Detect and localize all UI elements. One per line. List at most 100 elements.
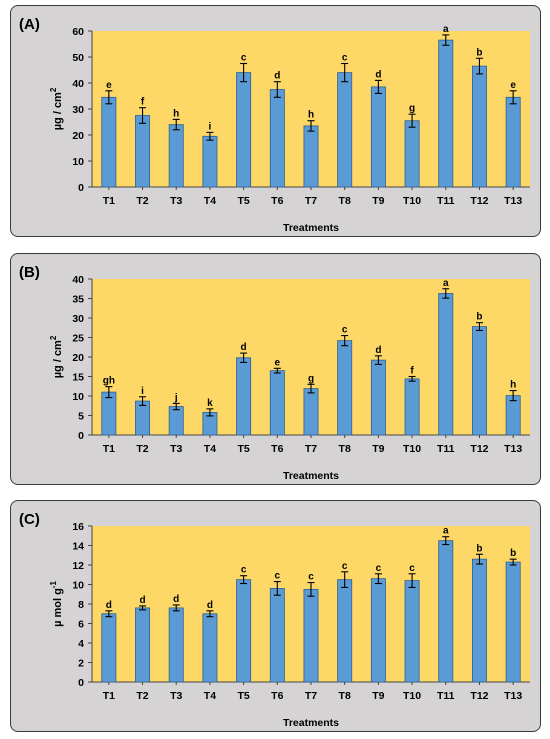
x-tick-label: T13 bbox=[504, 690, 522, 702]
significance-letter: b bbox=[476, 47, 482, 58]
x-tick-label: T2 bbox=[136, 195, 148, 207]
significance-letter: e bbox=[106, 80, 112, 91]
x-tick-label: T3 bbox=[170, 195, 182, 207]
y-tick-label: 30 bbox=[72, 313, 84, 325]
x-tick-label: T8 bbox=[339, 443, 351, 455]
significance-letter: b bbox=[476, 312, 482, 323]
bar bbox=[101, 613, 117, 683]
y-tick-label: 20 bbox=[72, 352, 84, 364]
x-tick-label: T11 bbox=[437, 195, 455, 207]
significance-letter: a bbox=[443, 278, 449, 289]
x-tick-label: T9 bbox=[372, 443, 384, 455]
bar bbox=[236, 579, 252, 683]
x-tick-label: T2 bbox=[136, 443, 148, 455]
x-tick-label: T1 bbox=[103, 690, 115, 702]
y-tick-label: 50 bbox=[72, 52, 84, 64]
bar bbox=[370, 578, 386, 683]
x-axis-label: Treatments bbox=[283, 717, 339, 729]
bar bbox=[337, 72, 353, 188]
x-tick-label: T12 bbox=[470, 690, 488, 702]
y-tick-label: 12 bbox=[72, 560, 84, 572]
bar bbox=[135, 400, 151, 436]
bar bbox=[269, 588, 285, 683]
chart-panel-a: (A) 0 10 20 30 40 50 60 e T1 f T2 h T3 i T4 c T5 d T6 h T7 c T… bbox=[10, 5, 541, 237]
x-tick-label: T11 bbox=[437, 443, 455, 455]
x-tick-label: T4 bbox=[204, 690, 216, 702]
x-tick-label: T3 bbox=[170, 690, 182, 702]
significance-letter: c bbox=[275, 571, 281, 582]
bar bbox=[471, 65, 487, 188]
significance-letter: d bbox=[173, 594, 179, 605]
x-tick-label: T10 bbox=[403, 690, 421, 702]
x-tick-label: T1 bbox=[103, 443, 115, 455]
significance-letter: d bbox=[375, 69, 381, 80]
x-tick-label: T10 bbox=[403, 443, 421, 455]
x-tick-label: T10 bbox=[403, 195, 421, 207]
x-tick-label: T6 bbox=[271, 690, 283, 702]
significance-letter: h bbox=[173, 108, 179, 119]
x-tick-label: T9 bbox=[372, 690, 384, 702]
significance-letter: d bbox=[241, 342, 247, 353]
bar bbox=[135, 115, 151, 188]
x-tick-label: T4 bbox=[204, 195, 216, 207]
bar bbox=[337, 579, 353, 683]
significance-letter: f bbox=[141, 97, 145, 108]
bar bbox=[438, 39, 454, 188]
x-tick-label: T12 bbox=[470, 195, 488, 207]
x-tick-label: T4 bbox=[204, 443, 216, 455]
significance-letter: gh bbox=[103, 376, 115, 387]
y-tick-label: 30 bbox=[72, 104, 84, 116]
x-tick-label: T5 bbox=[237, 690, 249, 702]
significance-letter: d bbox=[139, 595, 145, 606]
chart-panel-c: (C) 0 2 4 6 8 10 12 14 16 d T1 d T2 d T3 d T4 c T5 c T6 c T7 c T… bbox=[10, 500, 541, 732]
y-tick-label: 4 bbox=[78, 638, 84, 650]
bar bbox=[404, 580, 420, 683]
y-tick-label: 5 bbox=[78, 411, 84, 423]
y-tick-label: 35 bbox=[72, 294, 84, 306]
x-tick-label: T6 bbox=[271, 195, 283, 207]
y-tick-label: 2 bbox=[78, 658, 84, 670]
bar bbox=[438, 293, 454, 436]
bar bbox=[101, 391, 117, 436]
bar bbox=[269, 89, 285, 188]
significance-letter: c bbox=[409, 563, 415, 574]
bar bbox=[202, 613, 218, 683]
x-tick-label: T11 bbox=[437, 690, 455, 702]
panel-label: (A) bbox=[19, 16, 40, 33]
x-tick-label: T1 bbox=[103, 195, 115, 207]
bar bbox=[337, 340, 353, 436]
bar bbox=[236, 72, 252, 188]
y-tick-label: 20 bbox=[72, 130, 84, 142]
x-tick-label: T13 bbox=[504, 195, 522, 207]
bar bbox=[370, 86, 386, 188]
bar bbox=[236, 357, 252, 436]
y-tick-label: 8 bbox=[78, 599, 84, 611]
y-tick-label: 0 bbox=[78, 430, 84, 442]
significance-letter: g bbox=[308, 373, 314, 384]
significance-letter: g bbox=[409, 103, 415, 114]
significance-letter: f bbox=[410, 366, 414, 377]
bar bbox=[505, 561, 521, 683]
x-tick-label: T5 bbox=[237, 443, 249, 455]
y-tick-label: 10 bbox=[72, 391, 84, 403]
bar bbox=[303, 125, 319, 188]
y-tick-label: 25 bbox=[72, 333, 84, 345]
x-tick-label: T9 bbox=[372, 195, 384, 207]
significance-letter: c bbox=[342, 325, 348, 336]
x-tick-label: T6 bbox=[271, 443, 283, 455]
y-tick-label: 40 bbox=[72, 78, 84, 90]
significance-letter: h bbox=[510, 380, 516, 391]
y-axis-label: µg / cm2 bbox=[49, 335, 64, 378]
x-tick-label: T13 bbox=[504, 443, 522, 455]
bar bbox=[404, 120, 420, 188]
bar bbox=[168, 124, 184, 188]
chart-panel-b: (B) 0 5 10 15 20 25 30 35 40 gh T1 i T2 j T3 k T4 d T5 e T6 g… bbox=[10, 253, 541, 485]
x-axis-label: Treatments bbox=[283, 222, 339, 234]
significance-letter: e bbox=[510, 80, 516, 91]
significance-letter: a bbox=[443, 24, 449, 35]
bar bbox=[303, 588, 319, 683]
significance-letter: d bbox=[106, 600, 112, 611]
bar bbox=[135, 607, 151, 683]
chart-b-svg: 0 5 10 15 20 25 30 35 40 gh T1 i T2 j T3 k T4 d T5 e T6 g T7 c T… bbox=[49, 274, 530, 482]
x-tick-label: T7 bbox=[305, 443, 317, 455]
